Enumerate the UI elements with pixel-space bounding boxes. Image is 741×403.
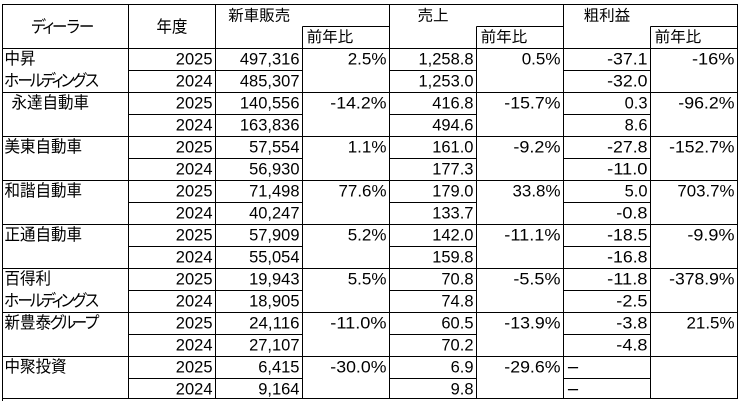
- svg-text:133.7: 133.7: [432, 204, 473, 223]
- svg-text:2025: 2025: [176, 226, 213, 245]
- svg-text:-27.8: -27.8: [607, 138, 647, 157]
- svg-text:5.0: 5.0: [625, 182, 648, 201]
- svg-text:57,909: 57,909: [249, 226, 299, 245]
- svg-text:2024: 2024: [176, 380, 213, 399]
- svg-text:497,316: 497,316: [240, 50, 300, 69]
- svg-text:416.8: 416.8: [432, 94, 473, 113]
- svg-text:2024: 2024: [176, 72, 213, 91]
- svg-text:2024: 2024: [176, 116, 213, 135]
- svg-text:140,556: 140,556: [240, 94, 300, 113]
- svg-text:-4.8: -4.8: [616, 336, 647, 355]
- svg-text:159.8: 159.8: [432, 248, 473, 267]
- svg-text:6,415: 6,415: [258, 358, 299, 377]
- svg-text:2024: 2024: [176, 292, 213, 311]
- svg-text:2024: 2024: [176, 160, 213, 179]
- svg-text:0.3: 0.3: [625, 94, 648, 113]
- svg-text:177.3: 177.3: [432, 160, 473, 179]
- svg-text:-11.0: -11.0: [607, 160, 647, 179]
- svg-text:-152.7%: -152.7%: [669, 138, 734, 157]
- svg-text:71,498: 71,498: [249, 182, 299, 201]
- svg-text:5.5%: 5.5%: [348, 270, 387, 289]
- svg-text:-9.9%: -9.9%: [687, 226, 734, 245]
- svg-text:2025: 2025: [176, 138, 213, 157]
- svg-text:-11.0%: -11.0%: [330, 314, 386, 333]
- svg-text:161.0: 161.0: [432, 138, 473, 157]
- svg-text:24,116: 24,116: [249, 314, 299, 333]
- svg-text:2025: 2025: [176, 314, 213, 333]
- svg-text:-3.8: -3.8: [616, 314, 647, 333]
- svg-text:-14.2%: -14.2%: [330, 94, 386, 113]
- svg-text:163,836: 163,836: [240, 116, 300, 135]
- svg-text:-2.5: -2.5: [616, 292, 647, 311]
- svg-text:-0.8: -0.8: [616, 204, 647, 223]
- svg-text:0.5%: 0.5%: [522, 50, 561, 69]
- svg-text:-13.9%: -13.9%: [504, 314, 560, 333]
- svg-text:1,258.8: 1,258.8: [419, 50, 474, 69]
- svg-text:70.8: 70.8: [441, 270, 473, 289]
- svg-text:2025: 2025: [176, 50, 213, 69]
- svg-text:2025: 2025: [176, 270, 213, 289]
- svg-text:74.8: 74.8: [441, 292, 473, 311]
- svg-text:2024: 2024: [176, 204, 213, 223]
- svg-text:8.6: 8.6: [625, 116, 648, 135]
- svg-text:-16.8: -16.8: [607, 248, 647, 267]
- svg-text:1,253.0: 1,253.0: [419, 72, 474, 91]
- svg-text:142.0: 142.0: [432, 226, 473, 245]
- svg-text:-5.5%: -5.5%: [513, 270, 560, 289]
- svg-text:6.9: 6.9: [451, 358, 474, 377]
- svg-text:494.6: 494.6: [432, 116, 473, 135]
- svg-text:9,164: 9,164: [258, 380, 299, 399]
- svg-text:27,107: 27,107: [249, 336, 299, 355]
- svg-text:-96.2%: -96.2%: [678, 94, 734, 113]
- svg-text:-32.0: -32.0: [607, 72, 647, 91]
- svg-text:-30.0%: -30.0%: [330, 358, 386, 377]
- svg-text:2025: 2025: [176, 182, 213, 201]
- svg-text:703.7%: 703.7%: [677, 182, 734, 201]
- svg-text:485,307: 485,307: [240, 72, 300, 91]
- svg-text:179.0: 179.0: [432, 182, 473, 201]
- svg-text:40,247: 40,247: [249, 204, 299, 223]
- svg-text:2025: 2025: [176, 94, 213, 113]
- svg-text:2025: 2025: [176, 358, 213, 377]
- svg-text:18,905: 18,905: [249, 292, 299, 311]
- svg-text:77.6%: 77.6%: [339, 182, 387, 201]
- svg-text:33.8%: 33.8%: [513, 182, 561, 201]
- svg-text:2024: 2024: [176, 336, 213, 355]
- svg-text:-16%: -16%: [692, 50, 735, 69]
- svg-text:-37.1: -37.1: [607, 50, 647, 69]
- svg-text:2024: 2024: [176, 248, 213, 267]
- svg-text:-9.2%: -9.2%: [513, 138, 560, 157]
- svg-text:-29.6%: -29.6%: [504, 358, 560, 377]
- svg-text:2.5%: 2.5%: [348, 50, 387, 69]
- svg-text:-11.1%: -11.1%: [504, 226, 560, 245]
- svg-text:70.2: 70.2: [441, 336, 473, 355]
- svg-text:55,054: 55,054: [249, 248, 299, 267]
- svg-text:5.2%: 5.2%: [348, 226, 387, 245]
- svg-text:-378.9%: -378.9%: [669, 270, 734, 289]
- svg-text:60.5: 60.5: [441, 314, 473, 333]
- svg-text:-15.7%: -15.7%: [504, 94, 560, 113]
- svg-text:56,930: 56,930: [249, 160, 299, 179]
- svg-text:9.8: 9.8: [451, 380, 474, 399]
- svg-text:1.1%: 1.1%: [348, 138, 387, 157]
- svg-text:19,943: 19,943: [249, 270, 299, 289]
- svg-text:-11.8: -11.8: [607, 270, 647, 289]
- svg-text:21.5%: 21.5%: [687, 314, 735, 333]
- svg-text:-18.5: -18.5: [607, 226, 647, 245]
- svg-text:57,554: 57,554: [249, 138, 299, 157]
